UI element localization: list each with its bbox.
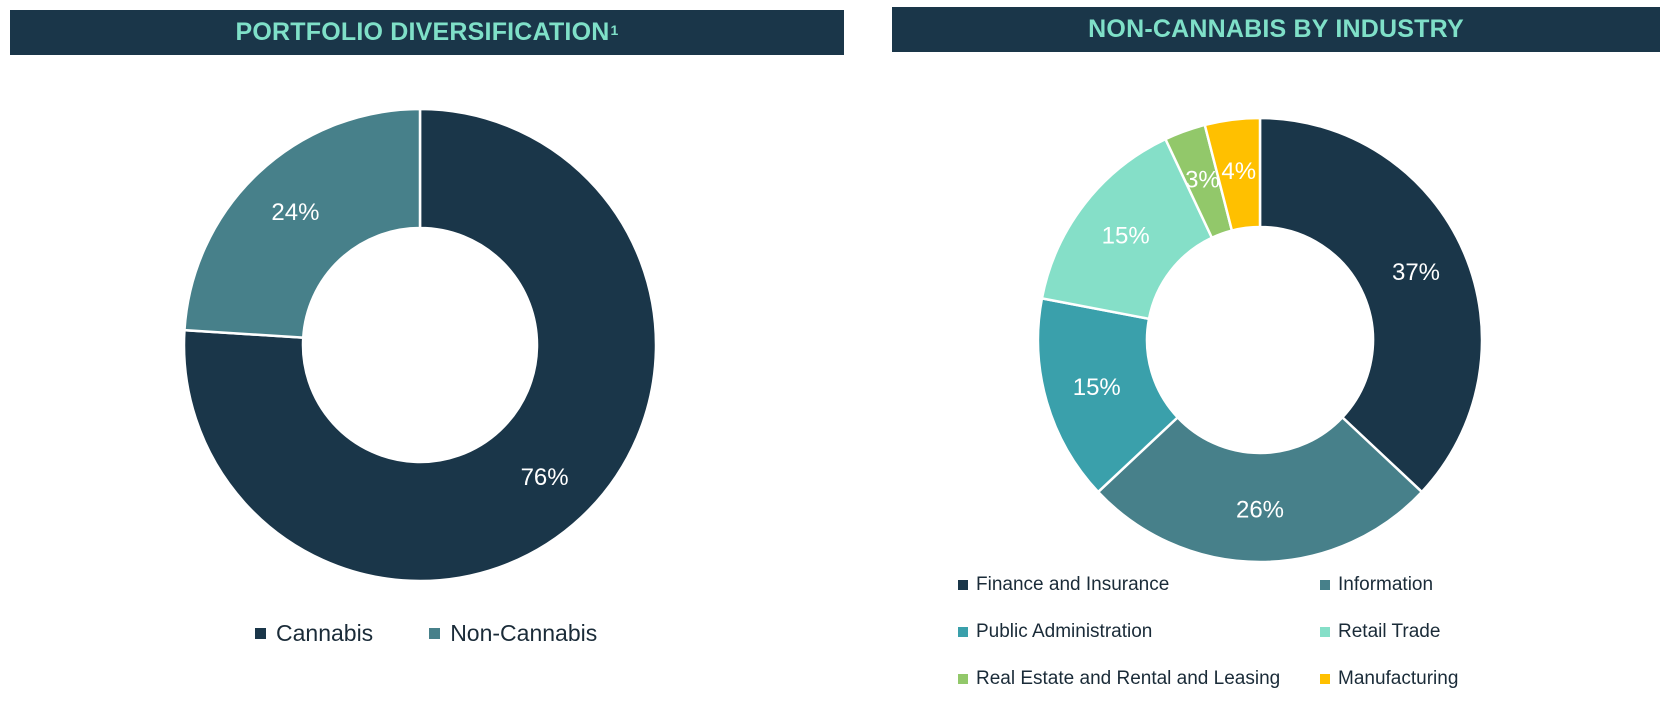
industry-donut-chart: 37% 26% 15% 15% 3% 4% <box>1036 116 1484 564</box>
legend-item-finance: Finance and Insurance <box>958 573 1320 596</box>
legend-swatch <box>958 626 968 637</box>
legend-item-retail-trade: Retail Trade <box>1320 620 1520 643</box>
legend-item-manufacturing: Manufacturing <box>1320 667 1520 690</box>
slice-non-cannabis <box>183 107 422 339</box>
data-label-finance-and-insurance: 37% <box>1392 259 1440 286</box>
data-label-manufacturing: 4% <box>1221 158 1256 185</box>
legend-label: Manufacturing <box>1338 667 1459 689</box>
legend-swatch <box>1320 626 1330 637</box>
slice-finance-and-insurance <box>1258 116 1484 494</box>
chart-title-industry: NON-CANNABIS BY INDUSTRY <box>892 7 1660 52</box>
legend-label: Non-Cannabis <box>450 620 598 646</box>
slice-cannabis <box>182 107 658 583</box>
legend-label: Cannabis <box>276 620 374 646</box>
legend-item-non-cannabis: Non-Cannabis <box>429 620 597 647</box>
chart-title-text: PORTFOLIO DIVERSIFICATION <box>235 18 610 46</box>
chart-title-portfolio: PORTFOLIO DIVERSIFICATION 1 <box>10 10 844 55</box>
legend-item-cannabis: Cannabis <box>255 620 373 647</box>
legend-item-public-administration: Public Administration <box>958 620 1320 643</box>
portfolio-donut-chart: 76% 24% <box>182 107 658 583</box>
data-label-real-estate-and-rental-and-leasing: 3% <box>1185 167 1220 194</box>
data-label-information: 26% <box>1236 497 1284 524</box>
legend-swatch <box>255 628 266 639</box>
slice-information <box>1096 415 1424 564</box>
footnote-marker: 1 <box>610 21 619 38</box>
portfolio-legend: Cannabis Non-Cannabis <box>255 620 597 647</box>
data-label-public-administration: 15% <box>1073 374 1121 401</box>
data-label-non-cannabis: 24% <box>271 199 319 226</box>
chart-title-text: NON-CANNABIS BY INDUSTRY <box>1088 15 1464 43</box>
legend-label: Public Administration <box>976 620 1153 642</box>
legend-swatch <box>1320 579 1330 590</box>
legend-swatch <box>1320 673 1330 684</box>
legend-label: Information <box>1338 573 1434 595</box>
data-label-retail-trade: 15% <box>1102 222 1150 249</box>
legend-swatch <box>958 673 968 684</box>
legend-item-information: Information <box>1320 573 1520 596</box>
legend-item-real-estate: Real Estate and Rental and Leasing <box>958 667 1320 690</box>
legend-label: Real Estate and Rental and Leasing <box>976 667 1281 689</box>
legend-label: Retail Trade <box>1338 620 1441 642</box>
legend-label: Finance and Insurance <box>976 573 1170 595</box>
legend-swatch <box>958 579 968 590</box>
industry-legend: Finance and Insurance Information Public… <box>958 573 1520 690</box>
slice-manufacturing <box>1203 116 1262 233</box>
data-label-cannabis: 76% <box>521 464 569 491</box>
legend-swatch <box>429 628 441 639</box>
